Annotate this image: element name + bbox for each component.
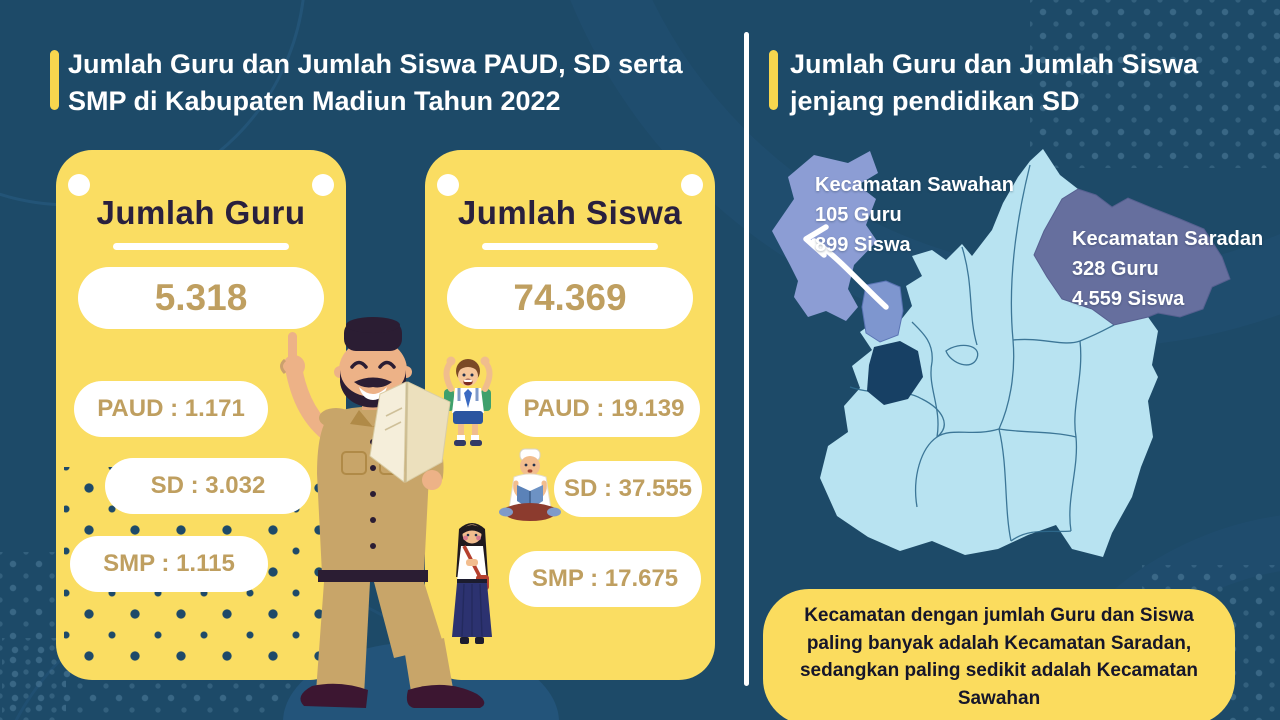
curved-arrow-icon (803, 224, 889, 310)
card-hole (681, 174, 703, 196)
madiun-map (772, 149, 1231, 557)
saradan-name: Kecamatan Saradan (1072, 228, 1264, 250)
teacher-illustration (280, 317, 485, 708)
reading-boy-illustration (499, 448, 561, 521)
section-divider (744, 32, 749, 686)
schoolgirl-illustration (452, 523, 492, 644)
guru-sd-pill: SD : 3.032 (105, 458, 311, 514)
guru-card-title: Jumlah Guru (96, 194, 306, 231)
saradan-guru: 328 Guru (1072, 258, 1159, 280)
guru-card: Jumlah Guru 5.318 PAUD : 1.171 SD : 3.03… (56, 150, 346, 680)
region-saradan (1033, 188, 1231, 326)
sawahan-label: Kecamatan Sawahan 105 Guru 899 Siswa (815, 170, 1014, 260)
section-title-sd: Jumlah Guru dan Jumlah Siswa jenjang pen… (790, 49, 1199, 117)
siswa-paud-pill: PAUD : 19.139 (508, 381, 700, 437)
title-accent-bar (50, 50, 59, 110)
card-underline (113, 243, 289, 250)
card-hole (437, 174, 459, 196)
card-underline (482, 243, 658, 250)
siswa-sd-pill: SD : 37.555 (554, 461, 702, 517)
main-title: Jumlah Guru dan Jumlah Siswa PAUD, SD se… (68, 49, 683, 117)
sawahan-guru: 105 Guru (815, 204, 902, 226)
siswa-card-title: Jumlah Siswa (457, 194, 683, 231)
title-accent-bar (769, 50, 778, 110)
background-dot-pattern (0, 552, 66, 720)
card-hole (312, 174, 334, 196)
guru-paud-pill: PAUD : 1.171 (74, 381, 268, 437)
guru-total-pill: 5.318 (78, 267, 324, 329)
siswa-total-pill: 74.369 (447, 267, 693, 329)
guru-smp-pill: SMP : 1.115 (70, 536, 268, 592)
summary-note: Kecamatan dengan jumlah Guru dan Siswa p… (763, 589, 1235, 720)
region-sawahan-callout (772, 151, 878, 321)
saradan-siswa: 4.559 Siswa (1072, 288, 1185, 310)
sawahan-siswa: 899 Siswa (815, 234, 911, 256)
background-dot-pattern (1030, 0, 1280, 168)
map-main-region (820, 149, 1158, 557)
region-kota-dark (867, 341, 923, 405)
siswa-smp-pill: SMP : 17.675 (509, 551, 701, 607)
sawahan-name: Kecamatan Sawahan (815, 174, 1014, 196)
saradan-label: Kecamatan Saradan 328 Guru 4.559 Siswa (1072, 224, 1263, 314)
card-hole (68, 174, 90, 196)
